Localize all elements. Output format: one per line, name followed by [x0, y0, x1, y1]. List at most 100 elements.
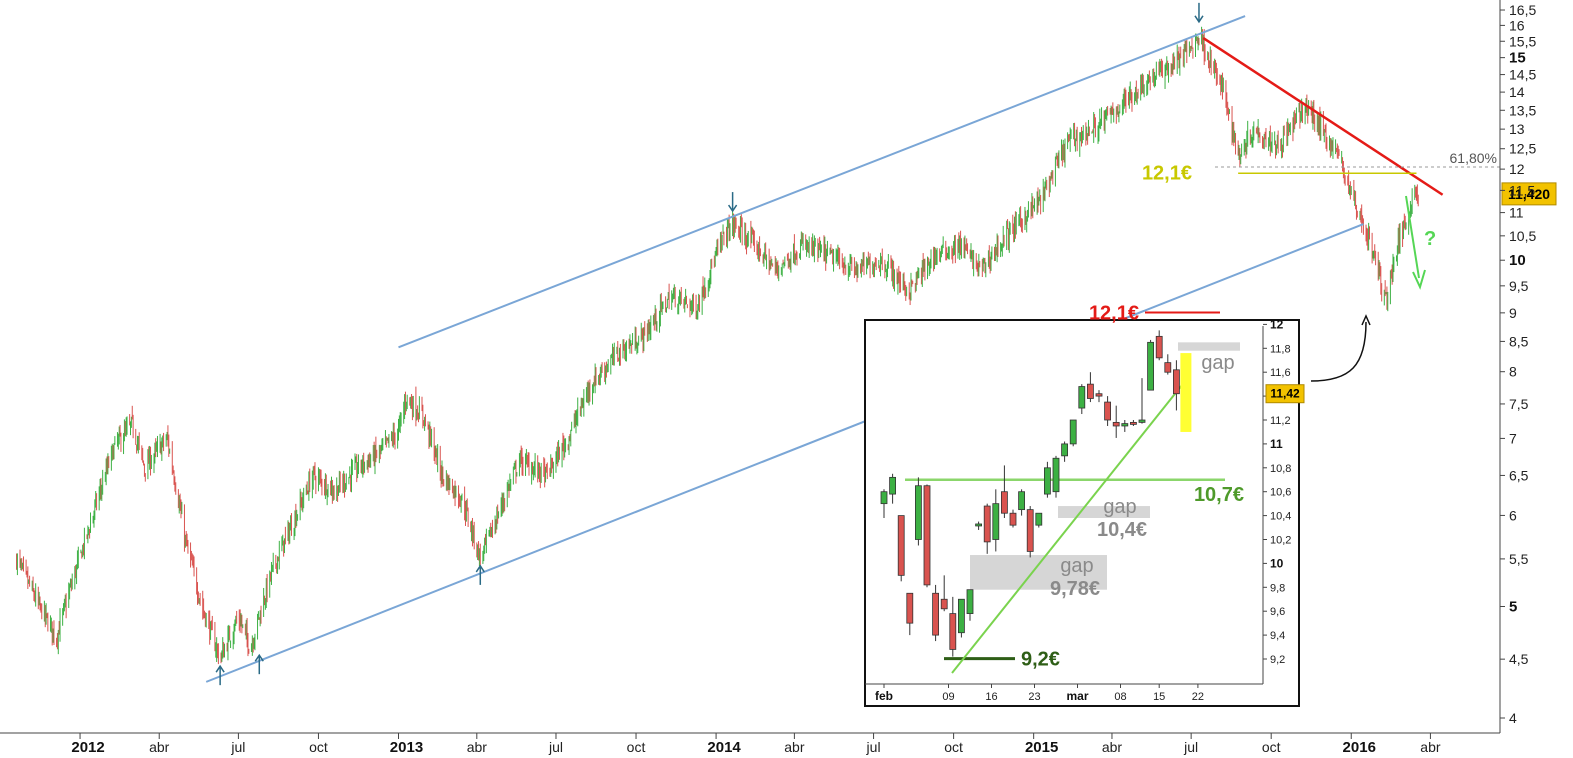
gap-zone — [970, 555, 1107, 590]
main-chart-trendlines — [205, 15, 1444, 683]
inset-candle-body — [983, 505, 991, 543]
inset-chart: 1211,811,611,411,21110,810,610,410,2109,… — [864, 302, 1371, 707]
inset-candle-body — [1069, 419, 1077, 445]
inset-candle-body — [1121, 423, 1129, 427]
inset-time-tick-label: 15 — [1153, 691, 1165, 703]
last-candle-highlight — [1180, 353, 1192, 432]
inset-resistance-label: 12,1€ — [1089, 302, 1139, 324]
inset-candle-body — [1155, 335, 1163, 359]
gap-value-label: 10,4€ — [1097, 519, 1147, 541]
inset-candle-body — [1018, 491, 1025, 511]
price-axis-tick-label: 7,5 — [1509, 396, 1529, 412]
channel-lower-line — [205, 223, 1364, 683]
forecast-arrow-head — [1412, 269, 1426, 290]
inset-time-tick-label: 16 — [985, 691, 997, 703]
inset-candle-body — [1035, 512, 1043, 526]
time-axis-tick-label: jul — [866, 739, 881, 755]
price-axis-tick-label: 9,5 — [1509, 278, 1529, 294]
inset-price-tick-label: 12 — [1270, 317, 1284, 331]
price-axis-tick-label: 12 — [1509, 161, 1525, 177]
inset-candle-body — [975, 523, 982, 527]
pivot-up-arrow-head — [254, 653, 264, 662]
inset-connector-head — [1361, 314, 1371, 326]
inset-price-tick-label: 10,2 — [1270, 535, 1291, 547]
fibonacci-label: 61,80% — [1450, 150, 1497, 166]
price-axis-tick-label: 13 — [1509, 121, 1525, 137]
gap-zone — [1178, 342, 1240, 351]
inset-candle-body — [1026, 509, 1034, 552]
time-axis-tick-label: jul — [548, 739, 563, 755]
inset-candle-body — [1173, 369, 1180, 395]
time-axis-tick-label: jul — [230, 739, 245, 755]
price-axis-tick-label: 15,5 — [1509, 33, 1536, 49]
last-price-box — [1501, 182, 1557, 206]
gap-value-label: 9,78€ — [1050, 578, 1100, 600]
inset-candle-body — [1061, 443, 1068, 457]
price-axis-tick-label: 15 — [1509, 50, 1526, 67]
gap-label: gap — [1060, 555, 1093, 577]
inset-candle-body — [880, 491, 888, 505]
forecast-question-mark: ? — [1424, 228, 1436, 250]
inset-time-tick-label: 09 — [942, 691, 954, 703]
inset-candle-body — [1130, 421, 1137, 425]
price-axis-tick-label: 10,5 — [1509, 228, 1536, 244]
inset-price-tick-label: 9,2 — [1270, 654, 1285, 666]
time-axis-tick-label: oct — [627, 739, 646, 755]
gap-label: gap — [1103, 496, 1136, 518]
pivot-up-arrow-head — [215, 664, 225, 673]
inset-price-tick-label: 10,8 — [1270, 463, 1291, 475]
channel-upper-line — [398, 15, 1246, 349]
support-label: 12,1€ — [1142, 162, 1192, 184]
price-axis-tick-label: 4 — [1509, 710, 1517, 726]
time-axis-tick-label: 2014 — [707, 739, 741, 756]
price-axis-tick-label: 5 — [1509, 599, 1517, 616]
inset-low-label: 9,2€ — [1021, 649, 1060, 671]
inset-candle-body — [949, 613, 957, 650]
price-axis-tick-label: 8 — [1509, 364, 1517, 380]
inset-price-tick-label: 10 — [1270, 556, 1284, 570]
inset-time-tick-label: 08 — [1114, 691, 1126, 703]
gap-label: gap — [1201, 352, 1234, 374]
inset-candle-body — [1112, 421, 1120, 427]
price-axis-tick-label: 10 — [1509, 252, 1526, 269]
inset-last-price-box — [1265, 384, 1305, 404]
inset-price-tick-label: 11,8 — [1270, 343, 1291, 355]
inset-time-tick-label: 23 — [1028, 691, 1040, 703]
time-axis-tick-label: oct — [309, 739, 328, 755]
time-axis-tick-label: abr — [149, 739, 170, 755]
price-axis-tick-label: 8,5 — [1509, 333, 1529, 349]
inset-candle-body — [1138, 419, 1146, 423]
inset-candle-body — [1164, 362, 1172, 373]
pivot-down-arrow-head — [1194, 15, 1204, 24]
price-axis-tick-label: 14,5 — [1509, 67, 1536, 83]
price-axis-tick-label: 11,5 — [1509, 182, 1535, 198]
inset-candle-body — [1009, 512, 1017, 526]
inset-candle-body — [966, 589, 974, 614]
time-axis-tick-label: abr — [1420, 739, 1441, 755]
inset-time-tick-label: mar — [1066, 689, 1088, 703]
inset-trendline — [951, 379, 1187, 674]
time-axis-tick-label: 2012 — [71, 739, 104, 756]
price-axis-tick-label: 14 — [1509, 84, 1525, 100]
inset-time-tick-label: feb — [875, 689, 893, 703]
price-axis-tick-label: 9 — [1509, 305, 1517, 321]
inset-connector — [1310, 321, 1367, 382]
time-axis: 2012 abr jul oct 2013 abr jul oct 2014 abr jul oct 2… — [0, 732, 1500, 756]
inset-price-tick-label: 11 — [1270, 437, 1283, 451]
inset-price-tick-label: 9,8 — [1270, 582, 1285, 594]
price-axis-tick-label: 6 — [1509, 507, 1517, 523]
time-axis-tick-label: oct — [944, 739, 963, 755]
inset-candle-body — [1087, 383, 1094, 399]
time-axis-tick-label: abr — [784, 739, 805, 755]
price-axis-tick-label: 5,5 — [1509, 551, 1529, 567]
time-axis-tick-label: jul — [1183, 739, 1198, 755]
inset-last-price-label: 11,42 — [1270, 387, 1300, 401]
price-axis-tick-label: 6,5 — [1509, 467, 1529, 483]
time-axis-tick-label: abr — [467, 739, 488, 755]
forecast-arrow — [1405, 195, 1420, 279]
price-axis-tick-label: 12,5 — [1509, 141, 1536, 157]
inset-price-tick-label: 9,4 — [1270, 630, 1285, 642]
inset-candle-body — [940, 598, 948, 610]
